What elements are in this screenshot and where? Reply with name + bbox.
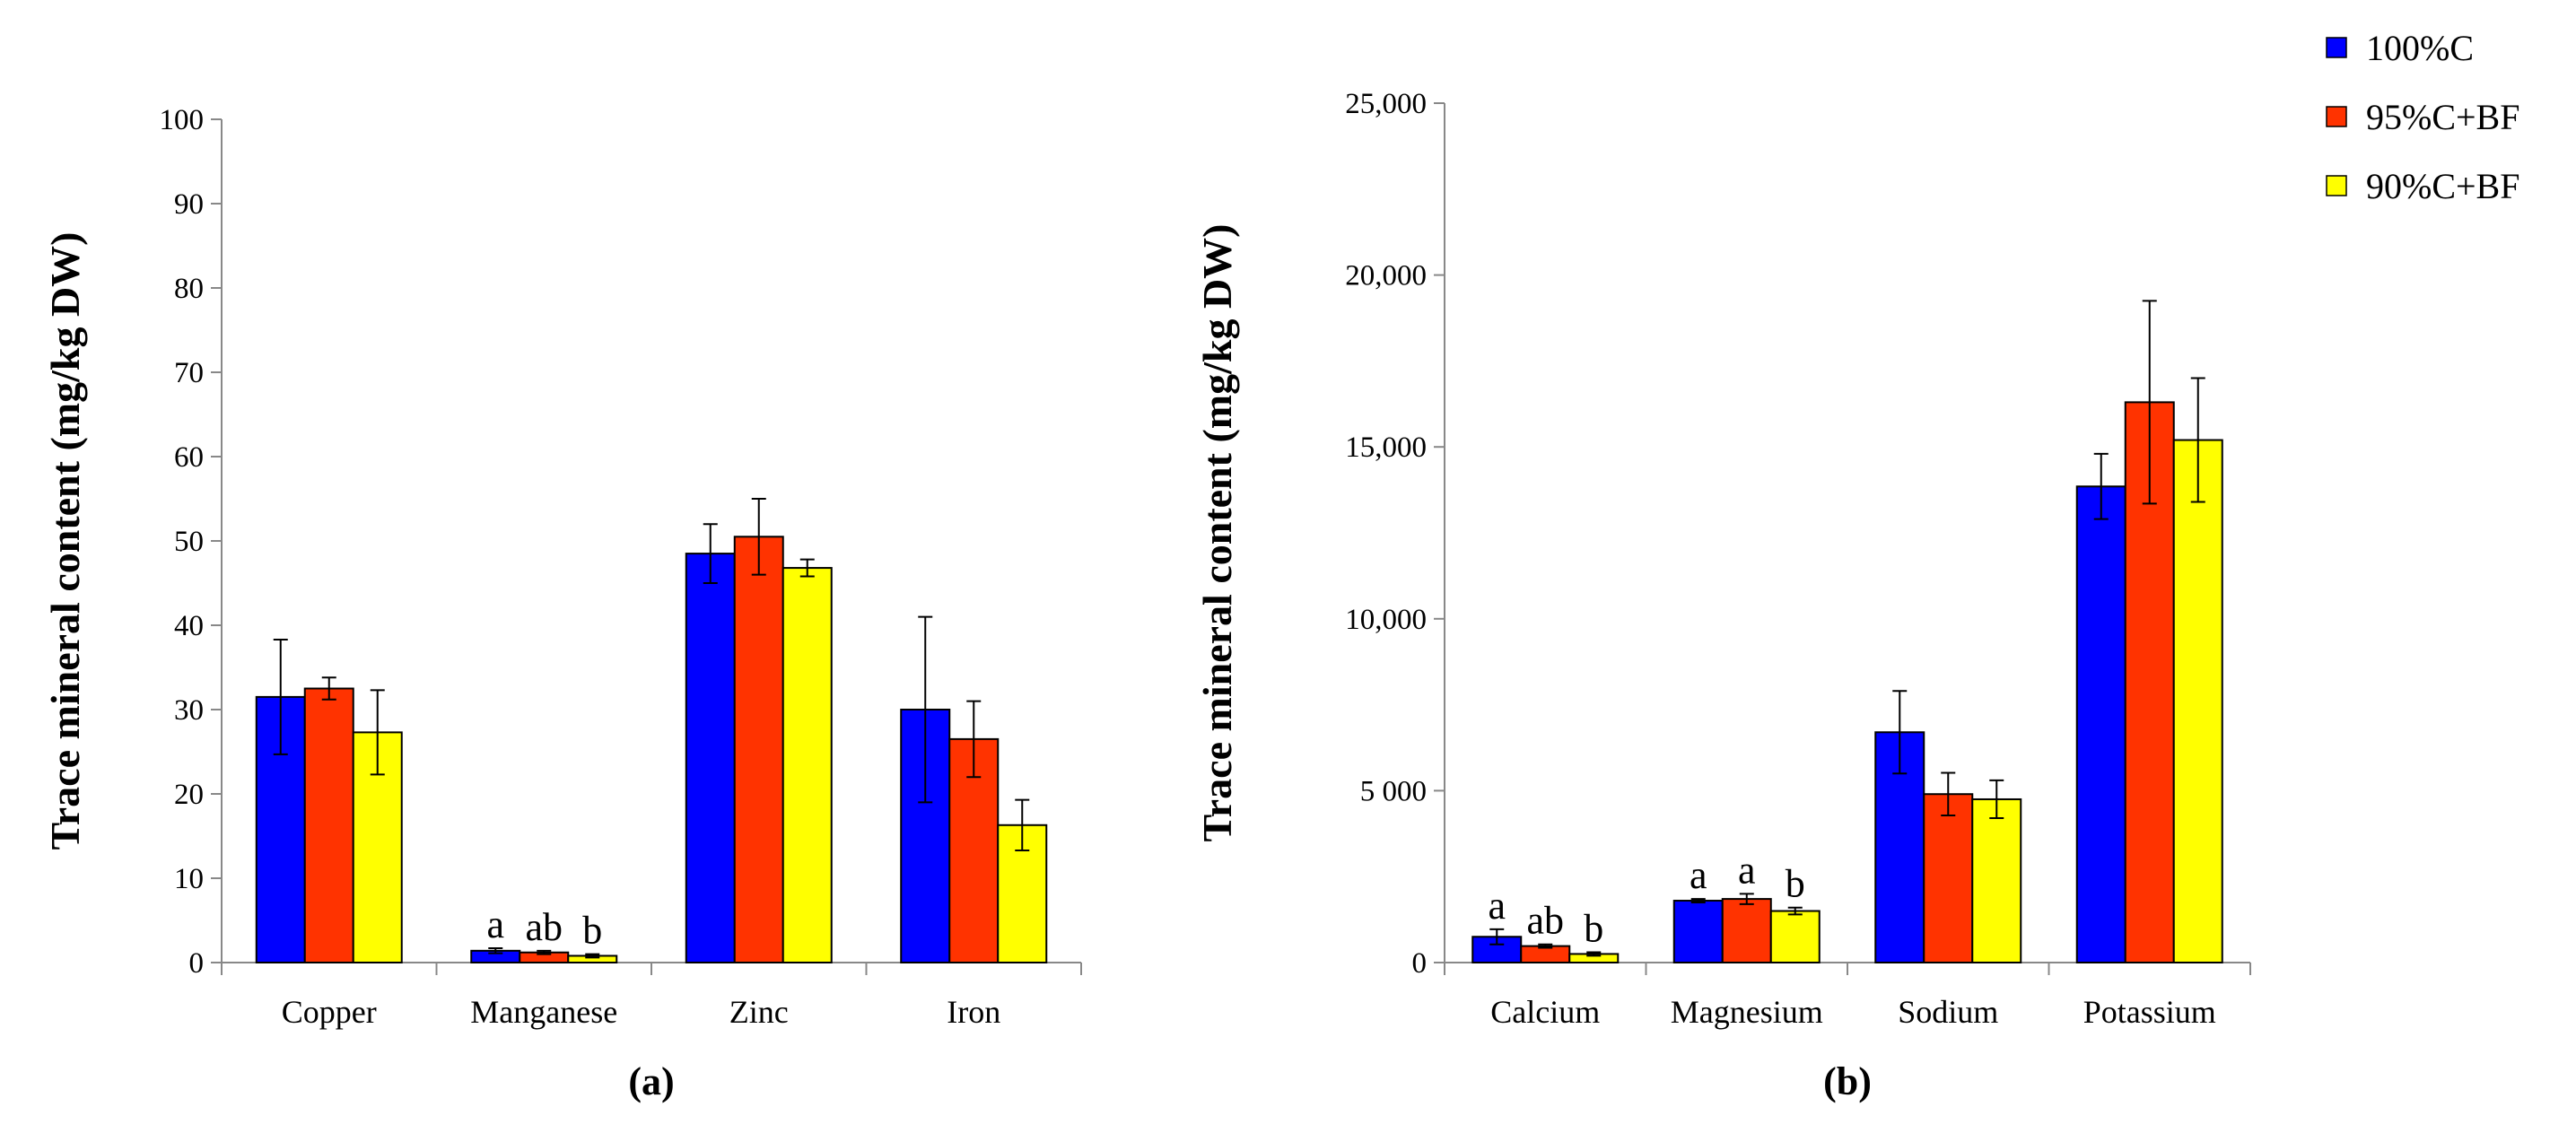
y-axis-label: Trace mineral content (mg/kg DW) [42, 232, 88, 850]
bar [733, 536, 784, 963]
legend-label: 90%C+BF [2366, 166, 2519, 206]
legend-item: 100%C [2326, 28, 2474, 68]
y-tick-label: 40 [174, 610, 204, 642]
bar [1923, 793, 1974, 963]
panel-label: (b) [1823, 1059, 1872, 1103]
category-label: Magnesium [1671, 994, 1823, 1030]
legend-label: 100%C [2366, 28, 2474, 68]
bar [1971, 797, 2022, 963]
y-tick-label: 100 [160, 104, 205, 136]
chart-panel-a: 0 10 20 30 40 50 60 70 80 90 100 Copper a ab b Manganes… [42, 104, 1082, 1103]
legend-swatch [2326, 175, 2347, 196]
y-tick-label: 10,000 [1345, 604, 1427, 636]
category-label: Zinc [729, 994, 789, 1030]
legend-item: 90%C+BF [2326, 166, 2519, 206]
significance-letter: ab [525, 905, 563, 949]
significance-letter: b [582, 909, 602, 953]
y-tick-label: 15,000 [1345, 431, 1427, 464]
y-tick-label: 20 [174, 779, 204, 811]
significance-letter: b [1584, 907, 1603, 951]
y-tick-label: 70 [174, 357, 204, 389]
significance-letter: b [1786, 862, 1805, 906]
category-label: Calcium [1490, 994, 1600, 1030]
bar [782, 567, 833, 964]
y-tick-label: 25,000 [1345, 88, 1427, 120]
bar [2172, 439, 2223, 963]
y-tick-label: 5 000 [1360, 775, 1427, 807]
legend-item: 95%C+BF [2326, 97, 2519, 137]
significance-letter: ab [1526, 899, 1564, 943]
y-tick-label: 30 [174, 694, 204, 727]
significance-letter: a [1690, 853, 1707, 897]
significance-letter: a [1738, 848, 1756, 892]
legend-swatch [2326, 106, 2347, 127]
y-tick-label: 50 [174, 526, 204, 558]
category-label: Sodium [1898, 994, 1998, 1030]
y-tick-label: 0 [1412, 947, 1428, 980]
y-tick-label: 90 [174, 188, 204, 221]
legend-label: 95%C+BF [2366, 97, 2519, 137]
y-tick-label: 0 [189, 947, 205, 980]
legend-swatch [2326, 37, 2347, 58]
category-label: Potassium [2083, 994, 2216, 1030]
bar [303, 687, 354, 963]
legend: 100%C 95%C+BF 90%C+BF [2326, 28, 2519, 206]
category-label: Copper [282, 994, 377, 1030]
significance-letter: a [1488, 884, 1506, 928]
y-tick-label: 10 [174, 863, 204, 895]
y-tick-label: 60 [174, 441, 204, 474]
bar [1672, 900, 1724, 963]
y-tick-label: 80 [174, 273, 204, 305]
bar [685, 553, 736, 963]
y-tick-label: 20,000 [1345, 260, 1427, 292]
bar [1721, 898, 1772, 963]
panel-label: (a) [628, 1059, 674, 1103]
category-label: Manganese [470, 994, 617, 1030]
bar [2075, 485, 2126, 963]
bar [1769, 910, 1821, 964]
y-axis-label: Trace mineral content (mg/kg DW) [1194, 224, 1240, 842]
significance-letter: a [486, 902, 504, 946]
category-label: Iron [947, 994, 1000, 1030]
